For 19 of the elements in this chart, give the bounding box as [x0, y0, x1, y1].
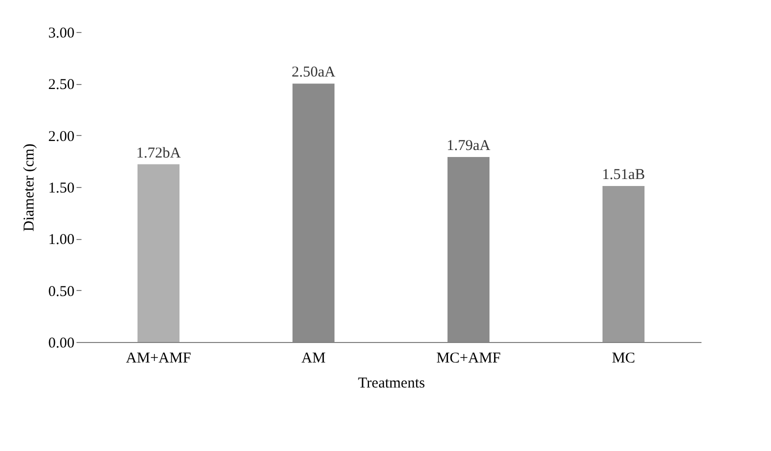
data-label: 1.79aA [446, 138, 491, 154]
data-label: 1.72bA [136, 145, 181, 162]
x-tick-label: MC+AMF [436, 350, 501, 366]
x-tick-label: AM [301, 350, 326, 366]
bar [138, 164, 180, 342]
x-tick-label: AM+AMF [126, 350, 192, 366]
y-tick-label: 0.00 [48, 336, 74, 352]
y-tick-label: 1.00 [48, 232, 74, 248]
y-tick-label: 3.00 [48, 26, 74, 42]
data-label: 1.51aB [602, 166, 645, 183]
y-tick-label: 2.00 [48, 128, 74, 145]
data-label: 2.50aA [292, 64, 336, 81]
y-tick-label: 2.50 [48, 77, 74, 94]
bar [602, 186, 644, 342]
y-tick-label: 1.50 [48, 180, 74, 196]
y-axis-title: Diameter (cm) [21, 144, 38, 232]
x-axis-title: Treatments [358, 376, 426, 392]
x-tick-label: MC [612, 350, 636, 366]
y-tick-label: 0.50 [48, 284, 74, 300]
